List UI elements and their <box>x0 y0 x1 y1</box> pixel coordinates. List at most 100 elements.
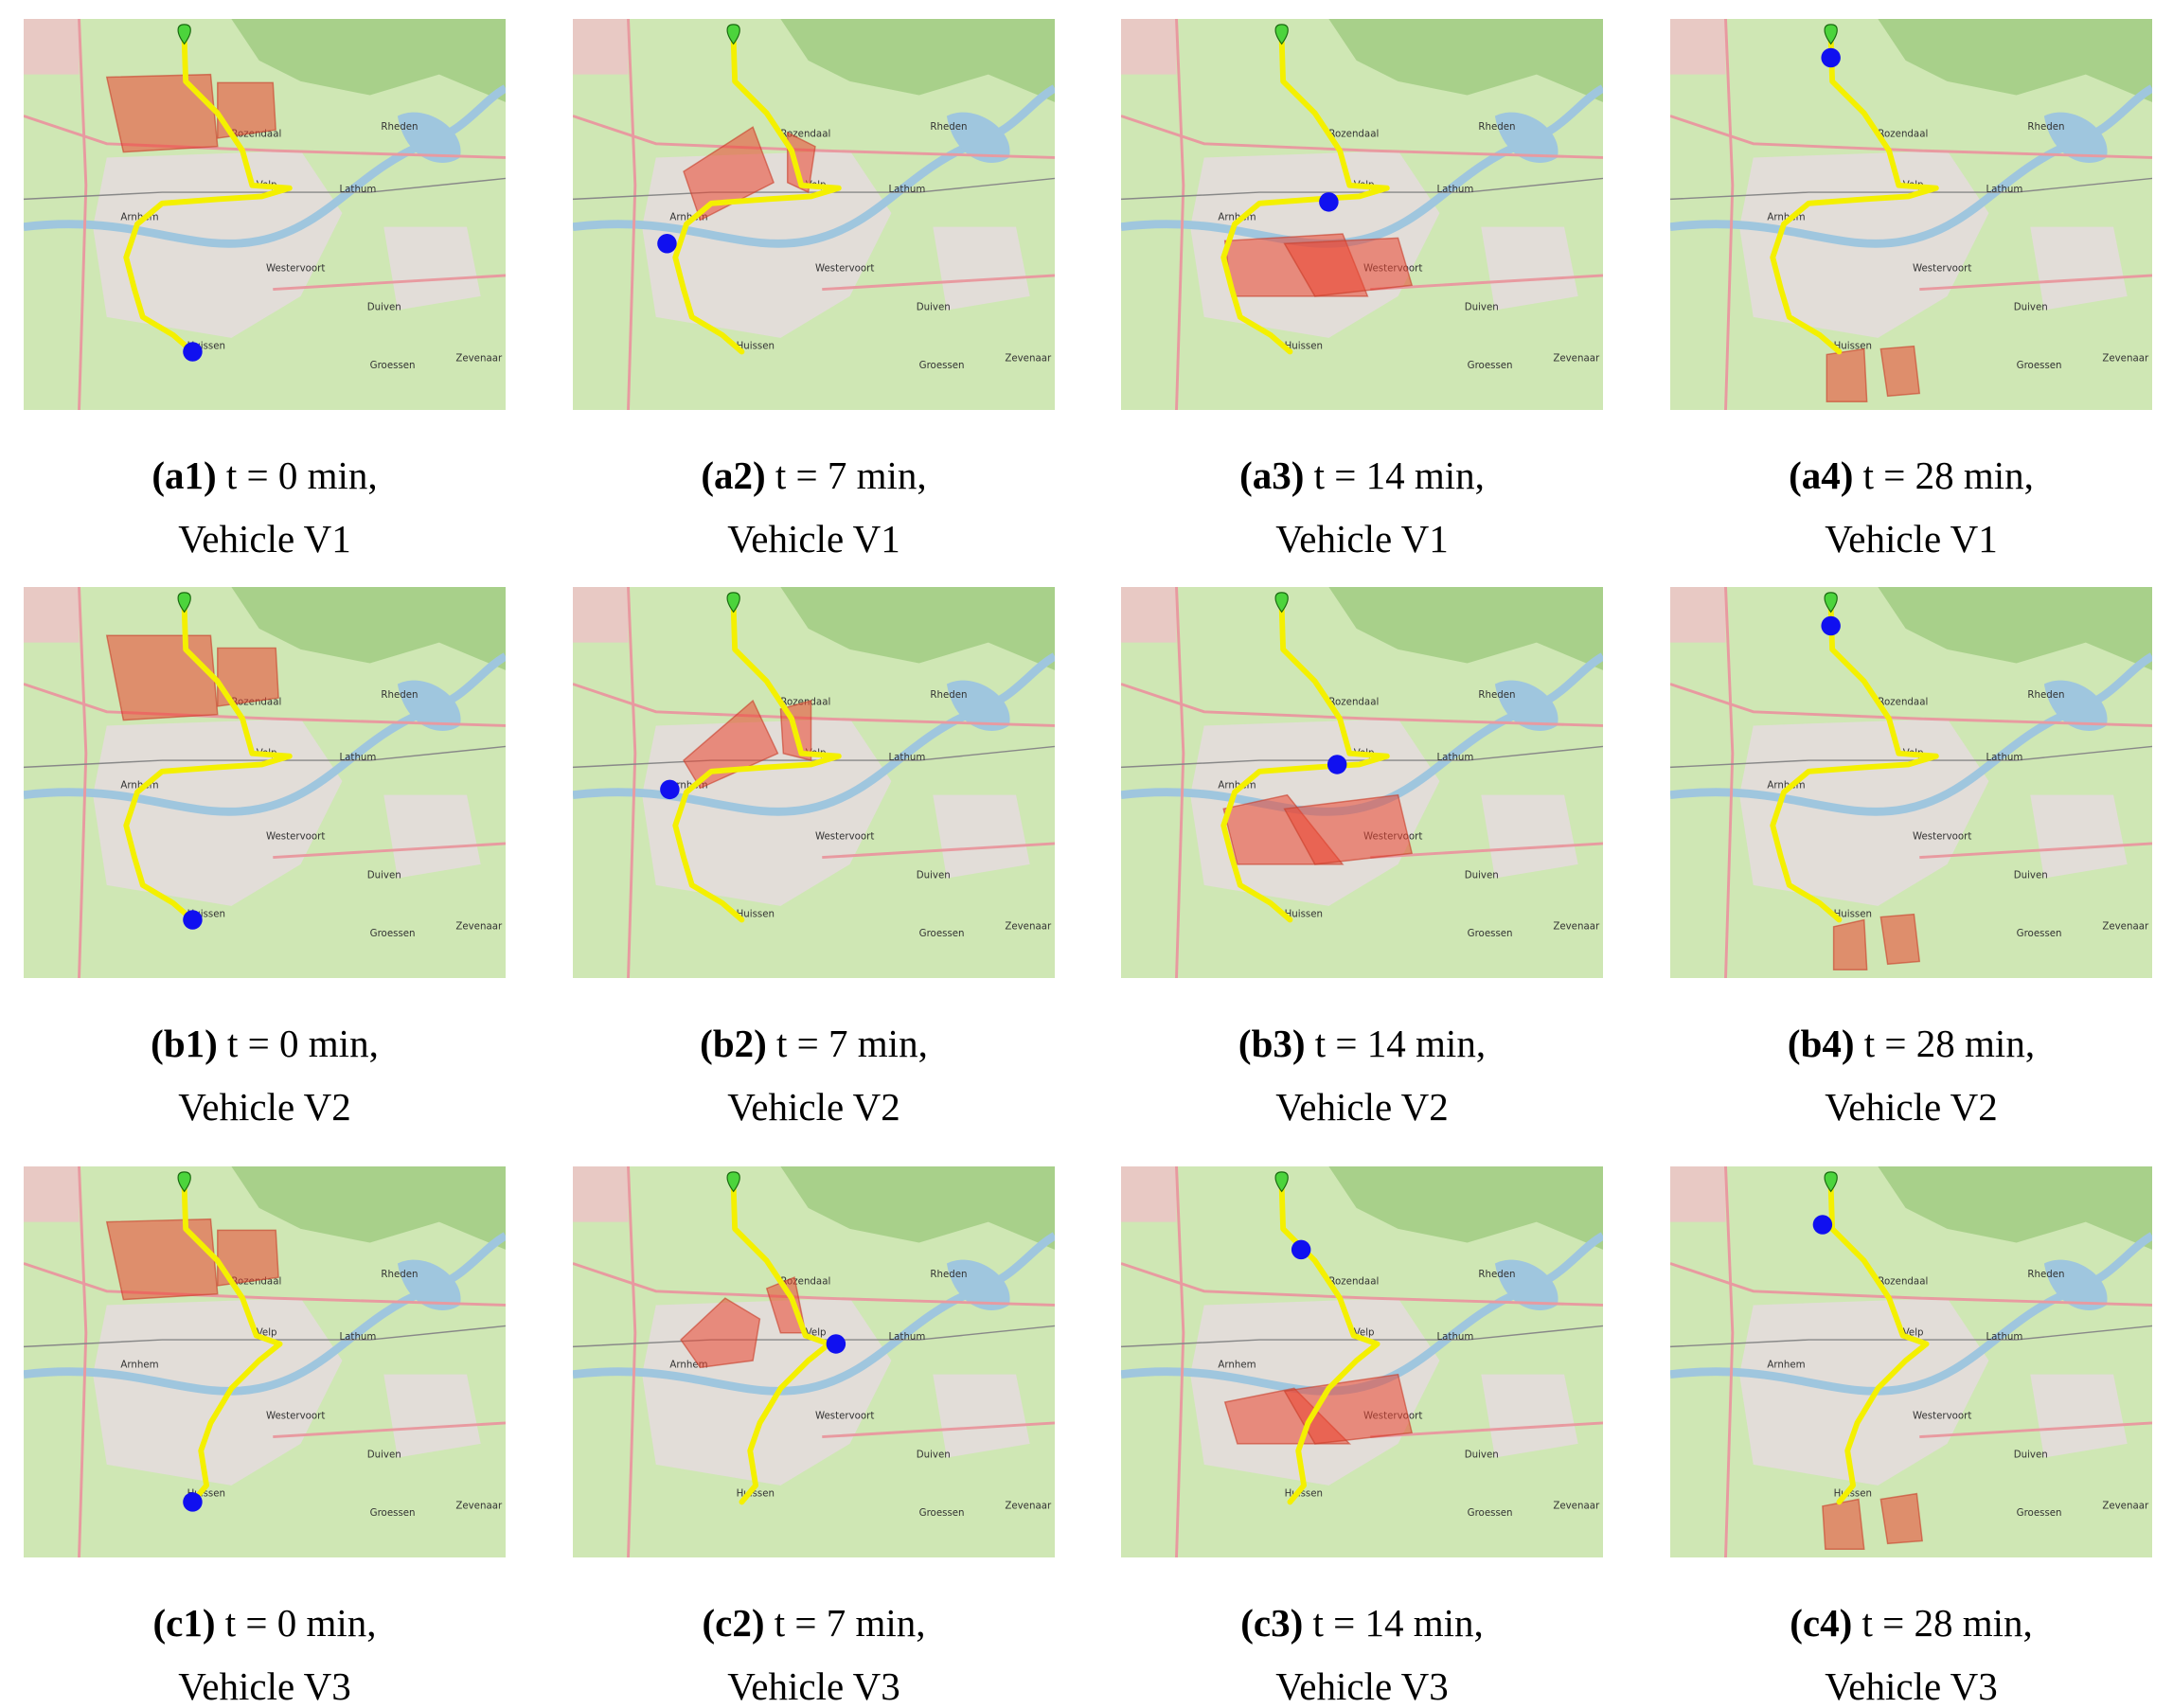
destination-marker <box>177 24 191 45</box>
route <box>672 37 842 355</box>
map-label: Rheden <box>381 689 418 701</box>
map-label: Duiven <box>1465 302 1499 313</box>
map-label: Zevenaar <box>2102 353 2149 365</box>
panel-vehicle: Vehicle V3 <box>727 1664 900 1708</box>
map-label: Zevenaar <box>1005 921 1052 933</box>
caption-line: (b2) t = 7 min, <box>573 1012 1055 1076</box>
destination-marker <box>726 1171 740 1193</box>
caption: (c1) t = 0 min, Vehicle V3 <box>24 1592 506 1708</box>
hazard-zone <box>680 1297 761 1369</box>
river <box>1670 84 2152 248</box>
map-label: Zevenaar <box>1553 921 1600 933</box>
railway <box>1121 745 1603 769</box>
map-label: Rheden <box>930 689 967 701</box>
map-label: Lathum <box>1436 184 1473 195</box>
caption-line: (a3) t = 14 min, <box>1121 444 1603 507</box>
hazard-zone <box>217 1229 279 1287</box>
caption: (b4) t = 28 min, Vehicle V2 <box>1670 1012 2152 1139</box>
route <box>672 605 842 923</box>
railway <box>1670 177 2152 201</box>
map: ArnhemVelpRhedenRozendaalWestervoortDuiv… <box>1121 19 1603 410</box>
panel-time: t = 28 min, <box>1862 454 2034 497</box>
highway <box>1670 683 2152 727</box>
map-label: Lathum <box>1986 1331 2022 1343</box>
highway <box>627 1166 637 1557</box>
map-label: Rheden <box>930 121 967 133</box>
town-center <box>24 587 80 643</box>
map-label: Arnhem <box>120 1359 158 1370</box>
map: ArnhemVelpRhedenRozendaalWestervoortDuiv… <box>573 1166 1055 1557</box>
panel-vehicle: Vehicle V3 <box>178 1664 351 1708</box>
panel-vehicle: Vehicle V2 <box>1275 1085 1449 1129</box>
caption-line: (b4) t = 28 min, <box>1670 1012 2152 1076</box>
caption-line: (a2) t = 7 min, <box>573 444 1055 507</box>
map-label: Rheden <box>1478 689 1515 701</box>
map-label: Westervoort <box>266 1411 325 1422</box>
town-center <box>1670 1166 1726 1222</box>
destination-marker <box>177 592 191 614</box>
map-label: Groessen <box>370 1507 416 1519</box>
highway <box>1670 115 2152 159</box>
route <box>730 1184 832 1505</box>
map-label: Arnhem <box>1767 1359 1805 1370</box>
hazard-zone <box>786 131 816 194</box>
hazard-zone <box>683 126 775 222</box>
caption: (b2) t = 7 min, Vehicle V2 <box>573 1012 1055 1139</box>
map-label: Duiven <box>2014 1450 2048 1461</box>
lake <box>1494 680 1559 731</box>
panel-label: (b1) <box>151 1022 218 1065</box>
hazard-zone <box>105 634 219 721</box>
town-center <box>1121 19 1177 75</box>
map-label: Duiven <box>917 1450 951 1461</box>
panel-time: t = 0 min, <box>227 1022 379 1065</box>
destination-marker <box>726 592 740 614</box>
town-center <box>24 1166 80 1222</box>
map-label: Rozendaal <box>1328 1275 1379 1287</box>
highway <box>1121 683 1603 727</box>
destination-marker <box>1274 1171 1289 1193</box>
panel-time: t = 0 min, <box>224 1601 377 1645</box>
map-label: Groessen <box>2017 928 2062 939</box>
map: ArnhemVelpRhedenRozendaalWestervoortDuiv… <box>1670 587 2152 978</box>
panel-time: t = 14 min, <box>1314 1022 1487 1065</box>
hazard-zone <box>1822 1498 1865 1550</box>
route <box>1827 1184 1930 1505</box>
urban-area <box>2030 794 2128 879</box>
vehicle-position <box>657 234 677 254</box>
map-label: Groessen <box>1468 928 1513 939</box>
lake <box>397 680 461 731</box>
river <box>24 84 506 248</box>
caption-line: Vehicle V3 <box>24 1655 506 1708</box>
caption: (b3) t = 14 min, Vehicle V2 <box>1121 1012 1603 1139</box>
panel-label: (b3) <box>1238 1022 1306 1065</box>
panel-vehicle: Vehicle V3 <box>1825 1664 1998 1708</box>
map-label: Groessen <box>2017 360 2062 371</box>
railway <box>573 745 1055 769</box>
river <box>1670 652 2152 816</box>
forest <box>1878 1166 2152 1250</box>
map-label: Rheden <box>2027 121 2064 133</box>
destination-marker <box>1824 592 1838 614</box>
caption-line: (b1) t = 0 min, <box>24 1012 506 1076</box>
lake <box>2043 1259 2108 1310</box>
panel-label: (c4) <box>1790 1601 1853 1645</box>
urban-area <box>383 794 481 879</box>
highway <box>273 1421 506 1439</box>
caption-line: Vehicle V2 <box>1670 1076 2152 1139</box>
panel-label: (a1) <box>151 454 217 497</box>
forest <box>1878 19 2152 102</box>
caption: (c3) t = 14 min, Vehicle V3 <box>1121 1592 1603 1708</box>
railway <box>24 745 506 769</box>
map-label: Rheden <box>930 1269 967 1280</box>
caption-line: (b3) t = 14 min, <box>1121 1012 1603 1076</box>
map-label: Groessen <box>919 1507 965 1519</box>
lake <box>397 1259 461 1310</box>
highway <box>1175 587 1185 978</box>
panel-label: (a4) <box>1789 454 1854 497</box>
map-label: Zevenaar <box>455 1501 503 1512</box>
